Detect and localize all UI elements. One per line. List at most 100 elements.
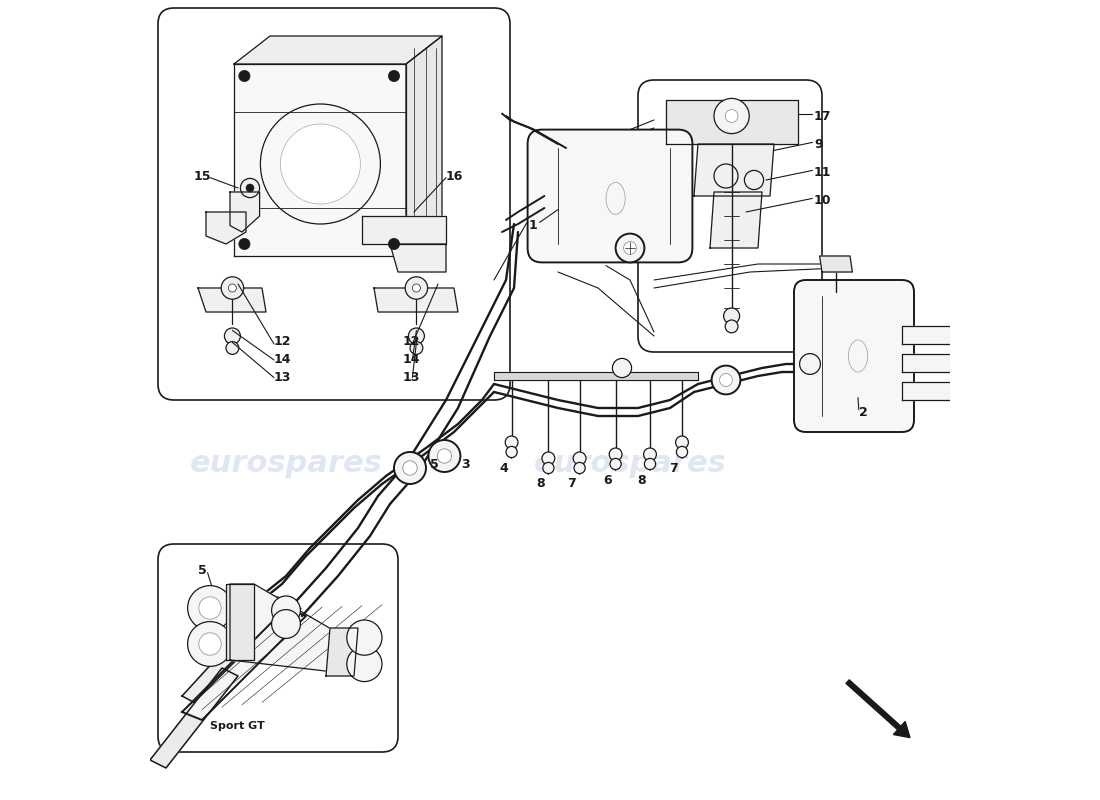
Text: 7: 7 bbox=[568, 478, 576, 490]
Polygon shape bbox=[182, 596, 294, 702]
Polygon shape bbox=[230, 584, 350, 672]
FancyBboxPatch shape bbox=[528, 130, 692, 262]
Text: 15: 15 bbox=[194, 170, 211, 182]
Circle shape bbox=[616, 234, 645, 262]
Circle shape bbox=[394, 452, 426, 484]
Circle shape bbox=[624, 242, 637, 254]
Circle shape bbox=[188, 586, 232, 630]
Text: 8: 8 bbox=[536, 478, 544, 490]
Circle shape bbox=[405, 277, 428, 299]
Circle shape bbox=[239, 70, 250, 82]
Circle shape bbox=[408, 328, 425, 344]
Circle shape bbox=[613, 358, 631, 378]
Circle shape bbox=[412, 284, 420, 292]
Text: 13: 13 bbox=[403, 371, 420, 384]
FancyBboxPatch shape bbox=[158, 544, 398, 752]
Text: 3: 3 bbox=[461, 458, 470, 470]
Circle shape bbox=[676, 446, 688, 458]
Polygon shape bbox=[694, 144, 774, 196]
Circle shape bbox=[954, 326, 971, 344]
Polygon shape bbox=[362, 216, 446, 244]
Circle shape bbox=[745, 170, 763, 190]
Circle shape bbox=[610, 458, 621, 470]
Text: 8: 8 bbox=[638, 474, 647, 486]
Circle shape bbox=[188, 622, 232, 666]
Circle shape bbox=[261, 104, 381, 224]
Circle shape bbox=[428, 440, 461, 472]
Circle shape bbox=[506, 446, 517, 458]
Circle shape bbox=[199, 597, 221, 619]
Polygon shape bbox=[230, 192, 260, 232]
Ellipse shape bbox=[606, 182, 625, 214]
Circle shape bbox=[272, 610, 300, 638]
Circle shape bbox=[609, 448, 622, 461]
Circle shape bbox=[714, 98, 749, 134]
Circle shape bbox=[542, 452, 554, 465]
Text: 2: 2 bbox=[859, 406, 868, 418]
Polygon shape bbox=[902, 326, 962, 344]
Polygon shape bbox=[206, 212, 246, 244]
Circle shape bbox=[719, 374, 733, 386]
Circle shape bbox=[346, 620, 382, 655]
Polygon shape bbox=[182, 608, 306, 720]
Circle shape bbox=[239, 238, 250, 250]
Circle shape bbox=[574, 462, 585, 474]
Text: 4: 4 bbox=[499, 462, 508, 474]
Text: 16: 16 bbox=[446, 170, 463, 182]
Circle shape bbox=[272, 596, 300, 625]
Circle shape bbox=[229, 284, 236, 292]
Polygon shape bbox=[494, 372, 698, 380]
Polygon shape bbox=[198, 288, 266, 312]
Circle shape bbox=[280, 124, 361, 204]
Text: 5: 5 bbox=[430, 458, 439, 470]
Circle shape bbox=[712, 366, 740, 394]
Circle shape bbox=[724, 308, 739, 324]
Circle shape bbox=[388, 238, 399, 250]
Polygon shape bbox=[902, 382, 962, 400]
Circle shape bbox=[346, 646, 382, 682]
Text: 17: 17 bbox=[814, 110, 832, 122]
Polygon shape bbox=[226, 584, 254, 660]
FancyBboxPatch shape bbox=[638, 80, 822, 352]
Text: eurospares: eurospares bbox=[189, 450, 383, 478]
Circle shape bbox=[221, 277, 243, 299]
FancyBboxPatch shape bbox=[158, 8, 510, 400]
Circle shape bbox=[542, 462, 554, 474]
Circle shape bbox=[725, 110, 738, 122]
Circle shape bbox=[573, 452, 586, 465]
Text: 6: 6 bbox=[603, 474, 612, 486]
Text: 1: 1 bbox=[528, 219, 537, 232]
Circle shape bbox=[954, 382, 971, 400]
Text: 14: 14 bbox=[403, 354, 420, 366]
FancyBboxPatch shape bbox=[794, 280, 914, 432]
Text: 5: 5 bbox=[198, 564, 207, 577]
Circle shape bbox=[246, 184, 254, 192]
Polygon shape bbox=[374, 288, 458, 312]
Circle shape bbox=[410, 342, 422, 354]
Polygon shape bbox=[234, 36, 442, 64]
Polygon shape bbox=[902, 354, 962, 372]
Text: 10: 10 bbox=[814, 194, 832, 206]
FancyArrow shape bbox=[846, 680, 910, 738]
Text: eurospares: eurospares bbox=[534, 450, 726, 478]
Circle shape bbox=[224, 328, 241, 344]
Circle shape bbox=[437, 449, 452, 463]
Text: 11: 11 bbox=[814, 166, 832, 178]
Text: 13: 13 bbox=[274, 371, 292, 384]
Polygon shape bbox=[710, 192, 762, 248]
Polygon shape bbox=[820, 256, 852, 272]
Circle shape bbox=[675, 436, 689, 449]
Circle shape bbox=[241, 178, 260, 198]
Text: 12: 12 bbox=[403, 335, 420, 348]
Polygon shape bbox=[666, 100, 798, 144]
Text: 7: 7 bbox=[670, 462, 679, 474]
Circle shape bbox=[954, 354, 971, 372]
Polygon shape bbox=[234, 64, 406, 256]
Text: 12: 12 bbox=[274, 335, 292, 348]
Circle shape bbox=[226, 342, 239, 354]
Circle shape bbox=[403, 461, 417, 475]
Polygon shape bbox=[150, 668, 238, 768]
Polygon shape bbox=[390, 244, 446, 272]
Circle shape bbox=[505, 436, 518, 449]
Polygon shape bbox=[326, 628, 358, 676]
